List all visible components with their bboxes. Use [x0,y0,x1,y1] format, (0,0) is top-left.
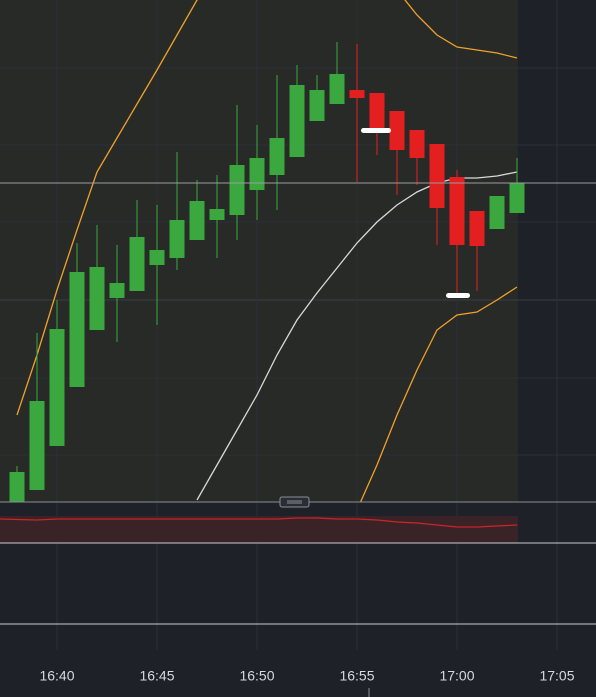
high-marker [361,128,391,133]
candle-body [309,90,325,121]
candle-body [109,283,125,298]
x-tick-label: 17:05 [539,668,574,684]
candle-body [429,144,445,208]
candle-body [469,211,485,246]
candle-body [389,111,405,150]
candle-body [209,209,225,220]
candle-body [489,196,505,229]
candle-body [169,220,185,258]
band-lower [359,286,518,502]
candle-body [509,183,525,213]
candle-body [89,267,105,330]
candle-body [369,93,385,130]
indicator-shade [0,516,518,543]
candle-body [189,201,205,240]
plot [9,0,525,502]
candle-body [289,85,305,157]
candle-body [49,329,65,446]
x-tick-label: 17:00 [439,668,474,684]
candle-body [349,90,365,98]
x-tick-label: 16:55 [339,668,374,684]
indicator-line [0,517,518,528]
candle-body [149,250,165,265]
band-upper [16,0,518,416]
candle-body [269,138,285,175]
candle-body [329,74,345,104]
candle-body [29,401,45,490]
candle-body [249,158,265,190]
low-marker [446,293,470,298]
candle-body [129,237,145,291]
candle-body [229,165,245,215]
x-tick-label: 16:50 [239,668,274,684]
candle-body [409,130,425,158]
x-tick-label: 16:45 [139,668,174,684]
band-shade [0,0,518,502]
candle-body [9,472,25,502]
x-tick-label: 16:40 [39,668,74,684]
candle-body [69,272,85,387]
candle-body [449,177,465,245]
pane-handle[interactable] [279,496,310,508]
